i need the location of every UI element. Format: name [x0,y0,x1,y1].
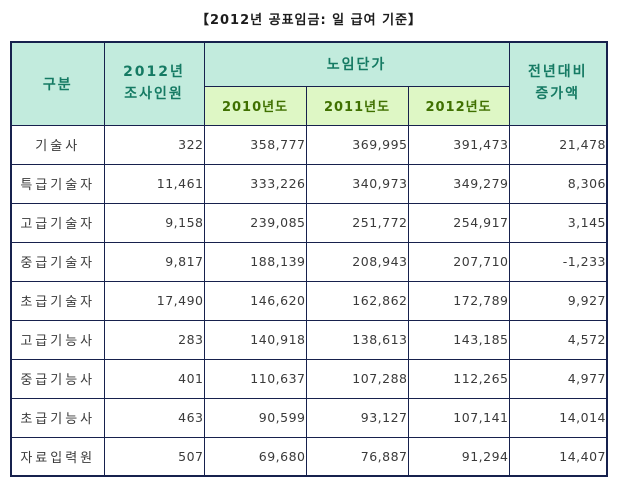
row-label: 중급기능사 [10,358,105,399]
table-row: 중급기술자 9,817 188,139 208,943 207,710 -1,233 [10,241,608,282]
col-header-year-2011: 2011년도 [305,85,409,126]
row-label: 고급기술자 [10,202,105,243]
cell-wage-2012: 112,265 [407,358,510,399]
cell-increase: 4,977 [508,358,608,399]
row-label: 기술사 [10,124,105,165]
cell-wage-2012: 349,279 [407,163,510,204]
cell-increase: 9,927 [508,280,608,321]
cell-wage-2011: 162,862 [305,280,409,321]
col-header-yoy-line2: 증가액 [535,85,581,102]
cell-wage-2011: 369,995 [305,124,409,165]
col-header-survey-count: 2012년 조사인원 [103,41,205,126]
table-body: 기술사 322 358,777 369,995 391,473 21,478 특급기술자 11… [10,124,608,477]
page-title: 【2012년 공표임금: 일 급여 기준】 [195,13,423,28]
col-header-yoy-increase: 전년대비 증가액 [508,41,608,126]
cell-increase: 3,145 [508,202,608,243]
cell-survey-count: 463 [103,397,205,438]
cell-wage-2011: 93,127 [305,397,409,438]
cell-wage-2010: 140,918 [203,319,307,360]
cell-wage-2011: 138,613 [305,319,409,360]
cell-wage-2012: 107,141 [407,397,510,438]
cell-wage-2010: 69,680 [203,436,307,477]
row-label: 특급기술자 [10,163,105,204]
row-label: 자료입력원 [10,436,105,477]
cell-wage-2010: 146,620 [203,280,307,321]
col-header-survey-line2: 조사인원 [124,85,184,102]
table-row: 특급기술자 11,461 333,226 340,973 349,279 8,306 [10,163,608,204]
cell-wage-2011: 107,288 [305,358,409,399]
col-header-survey-line1: 2012년 [123,64,185,81]
table-row: 고급기술자 9,158 239,085 251,772 254,917 3,145 [10,202,608,243]
wage-table: 구분 2012년 조사인원 노임단가 전년대비 증가액 2010년도 2011년… [10,41,608,477]
cell-survey-count: 401 [103,358,205,399]
row-label: 초급기술자 [10,280,105,321]
col-header-year-2010: 2010년도 [203,85,307,126]
cell-increase: 14,407 [508,436,608,477]
cell-increase: -1,233 [508,241,608,282]
table-row: 초급기능사 463 90,599 93,127 107,141 14,014 [10,397,608,438]
cell-survey-count: 507 [103,436,205,477]
cell-survey-count: 17,490 [103,280,205,321]
cell-survey-count: 9,817 [103,241,205,282]
cell-survey-count: 283 [103,319,205,360]
cell-wage-2011: 76,887 [305,436,409,477]
table-row: 기술사 322 358,777 369,995 391,473 21,478 [10,124,608,165]
table-row: 중급기능사 401 110,637 107,288 112,265 4,977 [10,358,608,399]
cell-wage-2010: 358,777 [203,124,307,165]
cell-wage-2010: 239,085 [203,202,307,243]
row-label: 초급기능사 [10,397,105,438]
cell-wage-2012: 172,789 [407,280,510,321]
cell-wage-2011: 208,943 [305,241,409,282]
table-row: 고급기능사 283 140,918 138,613 143,185 4,572 [10,319,608,360]
cell-wage-2012: 207,710 [407,241,510,282]
col-header-category: 구분 [10,41,105,126]
cell-wage-2010: 110,637 [203,358,307,399]
cell-wage-2012: 143,185 [407,319,510,360]
cell-wage-2010: 333,226 [203,163,307,204]
cell-increase: 14,014 [508,397,608,438]
cell-wage-2010: 90,599 [203,397,307,438]
row-label: 고급기능사 [10,319,105,360]
row-label: 중급기술자 [10,241,105,282]
cell-increase: 4,572 [508,319,608,360]
cell-wage-2011: 251,772 [305,202,409,243]
cell-wage-2012: 391,473 [407,124,510,165]
cell-wage-2010: 188,139 [203,241,307,282]
col-header-yoy-line1: 전년대비 [527,64,588,81]
table-row: 자료입력원 507 69,680 76,887 91,294 14,407 [10,436,608,477]
col-header-year-2012: 2012년도 [407,85,510,126]
cell-increase: 8,306 [508,163,608,204]
cell-wage-2011: 340,973 [305,163,409,204]
cell-survey-count: 11,461 [103,163,205,204]
cell-wage-2012: 254,917 [407,202,510,243]
cell-survey-count: 9,158 [103,202,205,243]
cell-wage-2012: 91,294 [407,436,510,477]
table-row: 초급기술자 17,490 146,620 162,862 172,789 9,927 [10,280,608,321]
col-header-wage-group: 노임단가 [203,41,510,87]
cell-increase: 21,478 [508,124,608,165]
cell-survey-count: 322 [103,124,205,165]
